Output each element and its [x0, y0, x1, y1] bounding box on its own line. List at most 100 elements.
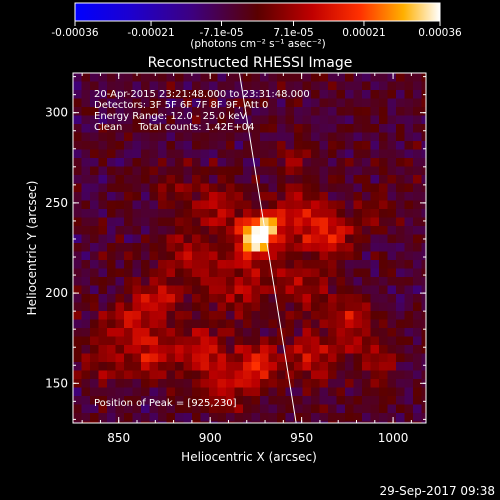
heatmap-cell: [311, 285, 320, 295]
heatmap-cell: [226, 209, 235, 218]
heatmap-cell: [141, 149, 150, 159]
heatmap-cell: [234, 387, 244, 397]
heatmap-cell: [107, 90, 116, 99]
heatmap-cell: [387, 200, 397, 210]
heatmap-cell: [217, 362, 227, 371]
heatmap-cell: [124, 107, 133, 116]
heatmap-cell: [226, 200, 235, 210]
heatmap-cell: [192, 226, 201, 235]
heatmap-cell: [234, 166, 244, 176]
heatmap-cell: [226, 141, 235, 150]
heatmap-cell: [370, 268, 380, 278]
heatmap-cell: [200, 413, 210, 422]
heatmap-cell: [226, 124, 235, 133]
heatmap-cell: [336, 98, 346, 108]
heatmap-cell: [387, 183, 397, 193]
heatmap-cell: [404, 192, 414, 201]
heatmap-cell: [251, 294, 261, 303]
heatmap-cell: [251, 158, 261, 167]
heatmap-cell: [98, 379, 108, 388]
heatmap-cell: [209, 175, 218, 184]
heatmap-cell: [260, 336, 269, 346]
heatmap-cell: [166, 285, 176, 295]
heatmap-cell: [124, 209, 133, 218]
heatmap-cell: [370, 311, 380, 320]
heatmap-cell: [243, 132, 252, 142]
heatmap-cell: [370, 183, 380, 193]
heatmap-cell: [294, 200, 303, 210]
heatmap-cell: [90, 421, 99, 423]
heatmap-cell: [234, 243, 244, 252]
heatmap-cell: [141, 379, 150, 388]
heatmap-cell: [90, 302, 99, 312]
heatmap-cell: [302, 183, 312, 193]
heatmap-cell: [319, 192, 329, 201]
heatmap-cell: [404, 132, 414, 142]
heatmap-cell: [132, 115, 142, 125]
heatmap-cell: [421, 149, 426, 159]
heatmap-cell: [166, 362, 176, 371]
heatmap-cell: [294, 362, 303, 371]
heatmap-cell: [319, 285, 329, 295]
heatmap-cell: [421, 396, 426, 405]
heatmap-cell: [192, 158, 201, 167]
heatmap-cell: [73, 107, 82, 116]
heatmap-cell: [192, 90, 201, 99]
heatmap-cell: [200, 396, 210, 405]
heatmap-cell: [192, 404, 201, 414]
heatmap-cell: [413, 362, 422, 371]
heatmap-cell: [370, 413, 380, 422]
heatmap-cell: [353, 370, 363, 380]
heatmap-cell: [404, 217, 414, 227]
heatmap-cell: [183, 200, 193, 210]
heatmap-cell: [396, 421, 405, 423]
heatmap-cell: [192, 209, 201, 218]
heatmap-cell: [294, 73, 303, 82]
heatmap-cell: [217, 260, 227, 269]
heatmap-cell: [200, 311, 210, 320]
heatmap-cell: [379, 183, 388, 193]
heatmap-cell: [132, 90, 142, 99]
heatmap-cell: [353, 328, 363, 337]
heatmap-cell: [370, 192, 380, 201]
heatmap-cell: [268, 200, 278, 210]
heatmap-cell: [115, 396, 125, 405]
heatmap-cell: [319, 260, 329, 269]
heatmap-cell: [396, 260, 405, 269]
heatmap-cell: [90, 183, 99, 193]
heatmap-cell: [302, 413, 312, 422]
heatmap-cell: [124, 251, 133, 261]
heatmap-cell: [98, 345, 108, 354]
heatmap-cell: [311, 362, 320, 371]
heatmap-cell: [260, 277, 269, 286]
heatmap-cell: [234, 260, 244, 269]
heatmap-cell: [183, 413, 193, 422]
heatmap-cell: [260, 141, 269, 150]
heatmap-cell: [396, 302, 405, 312]
heatmap-cell: [192, 328, 201, 337]
heatmap-cell: [362, 294, 371, 303]
heatmap-cell: [413, 294, 422, 303]
heatmap-cell: [192, 336, 201, 346]
heatmap-cell: [192, 124, 201, 133]
heatmap-cell: [243, 124, 252, 133]
heatmap-cell: [302, 217, 312, 227]
heatmap-cell: [149, 226, 159, 235]
heatmap-cell: [166, 370, 176, 380]
heatmap-cell: [328, 166, 337, 176]
heatmap-cell: [353, 107, 363, 116]
heatmap-cell: [294, 268, 303, 278]
heatmap-cell: [294, 107, 303, 116]
heatmap-cell: [319, 243, 329, 252]
heatmap-cell: [107, 183, 116, 193]
heatmap-cell: [141, 404, 150, 414]
heatmap-cell: [413, 107, 422, 116]
heatmap-cell: [243, 175, 252, 184]
heatmap-cell: [234, 353, 244, 363]
heatmap-cell: [387, 396, 397, 405]
heatmap-cell: [132, 251, 142, 261]
heatmap-cell: [379, 81, 388, 91]
heatmap-cell: [90, 98, 99, 108]
heatmap-cell: [124, 277, 133, 286]
heatmap-cell: [345, 166, 354, 176]
